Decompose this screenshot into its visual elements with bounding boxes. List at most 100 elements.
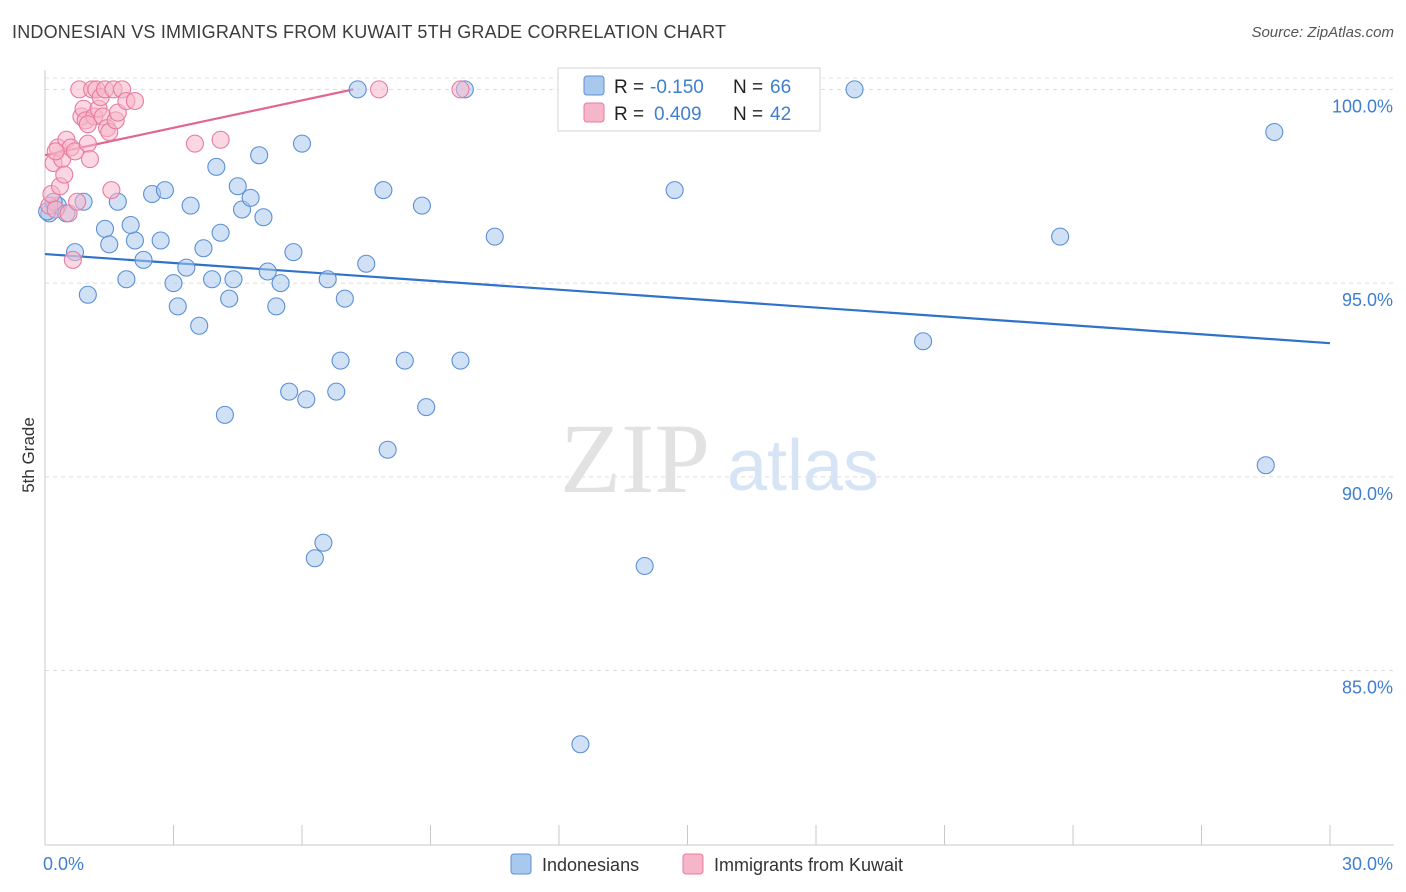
series-1-points [40,80,470,269]
chart-title: INDONESIAN VS IMMIGRANTS FROM KUWAIT 5TH… [12,22,727,42]
series-0-point-29 [258,262,277,281]
series-0-point-61 [164,274,183,293]
series-0-point-56 [1256,456,1275,475]
series-1-point-40 [46,142,65,161]
series-0-point-51 [635,556,654,576]
series-0-point-47 [451,351,470,370]
series-0-point-46 [417,398,436,417]
series-1-point-37 [370,80,389,99]
series-0-point-10 [134,250,153,269]
series-0-point-64 [271,274,290,293]
series-0-point-36 [314,533,333,552]
series-0-point-6 [95,219,115,238]
series-0-point-63 [211,223,230,242]
series-0-point-33 [292,134,312,153]
series-0-point-39 [331,351,350,370]
series-0-point-55 [1051,227,1070,246]
series-1-point-17 [78,134,97,153]
series-0-point-8 [117,270,136,289]
y-tick-label-1: 95.0% [1342,290,1393,310]
series-0-point-18 [194,239,213,258]
series-0-point-17 [190,316,209,335]
series-0-point-21 [215,405,234,424]
legend-r-value-2: 0.409 [654,104,702,125]
series-0-point-62 [121,215,140,235]
watermark-atlas: atlas [727,426,879,506]
series-0-point-19 [203,270,222,289]
series-0-point-27 [250,146,269,165]
series-0-point-41 [348,80,367,99]
x-tick-label-1: 30.0% [1342,854,1393,874]
series-0-point-38 [327,382,346,401]
series-0-point-28 [254,208,273,227]
series-0-point-52 [665,181,684,200]
legend-r-label-1: R = [614,77,644,98]
series-1-point-34 [125,91,144,111]
series-1-point-41 [78,115,97,134]
bottom-legend-swatch-indonesians [510,853,532,875]
data-points [38,80,1284,754]
series-1-point-36 [211,130,230,149]
legend-n-label-1: N = [733,77,763,98]
series-0-point-42 [374,181,393,200]
series-0-point-31 [280,382,299,401]
series-0-point-53 [845,80,864,99]
series-0-point-34 [297,390,316,409]
legend-swatch-kuwait [583,102,605,123]
y-axis-label: 5th Grade [19,417,38,493]
grid-lines [45,77,1394,672]
axes [44,70,1394,846]
series-0-point-43 [378,440,397,459]
series-0-point-37 [318,270,337,289]
series-0-point-35 [305,549,324,568]
series-0-point-20 [207,157,226,176]
series-0-point-5 [78,285,97,304]
series-0-point-26 [241,188,260,207]
series-1-point-18 [80,150,100,169]
legend-n-value-1: 66 [770,77,791,98]
bottom-legend-label-kuwait: Immigrants from Kuwait [714,855,903,875]
series-0-point-30 [267,297,286,316]
series-0-point-44 [395,351,414,370]
y-tick-label-3: 85.0% [1342,678,1393,698]
series-1-point-28 [102,181,121,200]
series-0-point-14 [168,297,187,316]
series-0-point-9 [125,231,144,250]
series-0-point-50 [571,735,590,754]
series-1-point-39 [55,165,74,184]
series-1-point-12 [68,192,87,211]
legend-n-value-2: 42 [770,104,791,125]
series-0-point-16 [181,196,200,215]
series-0-point-23 [224,270,243,289]
series-0-point-54 [914,332,933,351]
series-0-point-22 [220,289,239,308]
series-1-point-38 [451,80,470,99]
series-0-point-15 [177,258,196,277]
series-0-point-24 [228,177,247,196]
series-0-point-12 [151,231,170,250]
bottom-legend-swatch-kuwait [682,853,704,875]
y-tick-labels: 100.0% 95.0% 90.0% 85.0% [1332,96,1393,697]
bottom-legend-label-indonesians: Indonesians [542,855,639,875]
series-1-point-35 [185,134,204,153]
x-tick-label-0: 0.0% [43,854,84,874]
y-tick-label-0: 100.0% [1332,96,1393,116]
legend-r-label-2: R = [614,104,644,125]
watermark-zip: ZIP [560,403,710,514]
series-0-point-60 [100,235,119,254]
legend-r-value-1: -0.150 [650,77,704,98]
y-tick-label-2: 90.0% [1342,484,1393,504]
legend-box: R = -0.150 N = 66 R = 0.409 N = 42 [557,67,821,132]
series-0-point-65 [357,254,376,273]
series-0-point-49 [485,227,504,246]
series-0-point-13 [155,181,174,200]
series-1-point-10 [63,250,82,269]
series-0-point-57 [1265,122,1284,142]
legend-swatch-indonesians [583,75,605,96]
source-label: Source: ZipAtlas.com [1251,24,1394,41]
x-tick-labels: 0.0% 30.0% [43,854,1393,874]
series-0-point-40 [335,289,354,308]
legend-n-label-2: N = [733,104,763,125]
bottom-legend: Indonesians Immigrants from Kuwait [510,853,903,875]
